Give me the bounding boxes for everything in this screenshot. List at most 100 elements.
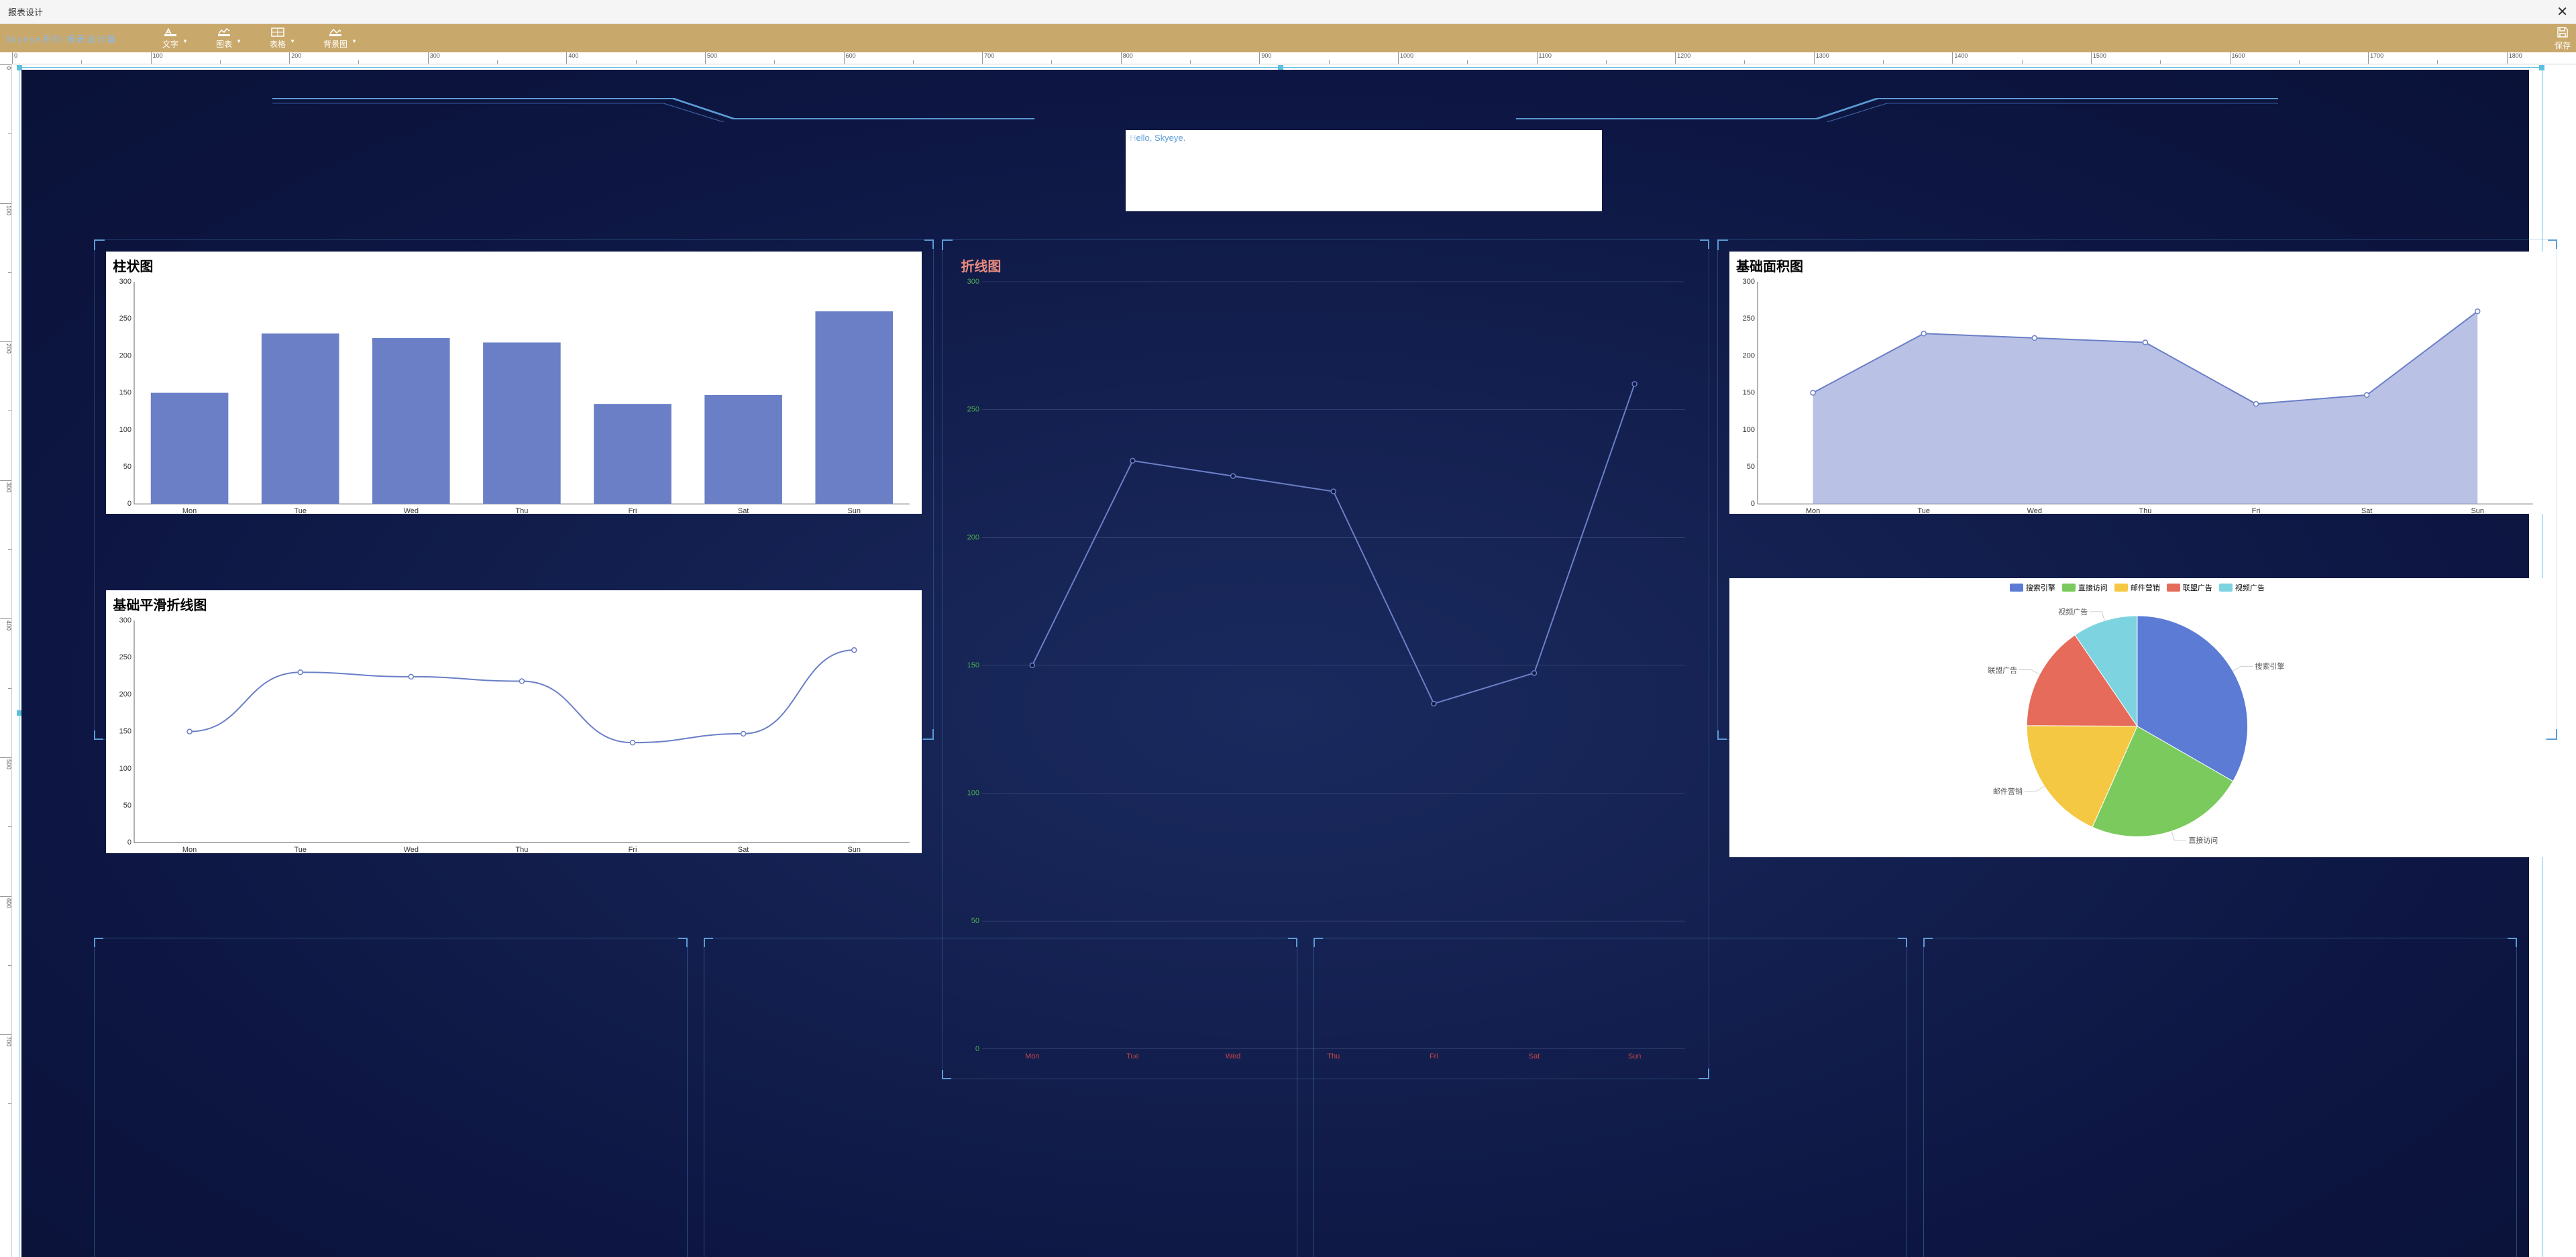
svg-text:200: 200 (119, 351, 131, 360)
text-tool-label: 文字 (162, 38, 178, 50)
svg-text:Wed: Wed (404, 846, 419, 855)
svg-text:联盟广告: 联盟广告 (1988, 666, 2017, 675)
empty-panel-slot[interactable] (1313, 938, 1907, 1257)
empty-panel-slot[interactable] (704, 938, 1297, 1257)
svg-text:300: 300 (1743, 278, 1755, 286)
chevron-down-icon: ▼ (290, 38, 295, 44)
chart-tool-button[interactable]: 图表 ▼ (211, 28, 237, 50)
svg-text:Fri: Fri (629, 846, 637, 855)
chart-tool-icon (217, 28, 231, 37)
legend-item[interactable]: 搜索引擎 (2010, 582, 2055, 593)
pie-chart-widget[interactable]: 搜索引擎直接访问邮件营销联盟广告视频广告搜索引擎直接访问邮件营销联盟广告视频广告 (1729, 578, 2545, 857)
svg-text:200: 200 (967, 533, 979, 541)
background-tool-button[interactable]: 背景图 ▼ (318, 28, 353, 50)
chart-body: 050100150200250300MonTueWedThuFriSatSun (113, 278, 915, 519)
svg-text:0: 0 (127, 500, 131, 508)
svg-text:250: 250 (1743, 315, 1755, 323)
svg-text:Sun: Sun (848, 846, 861, 855)
dashboard-background[interactable]: Hello, Skyeye. 柱状图 0 50 100 150 200 250 300 Mon Tu… (21, 70, 2529, 1257)
svg-text:100: 100 (119, 765, 131, 773)
header-decoration (272, 89, 2278, 122)
chart-title: 柱状图 (113, 256, 915, 275)
chart-body: 0 50 100 150 200 250 300 Mon Tue Wed Thu Fri Sat Sun (113, 616, 915, 858)
svg-text:Mon: Mon (1806, 507, 1820, 515)
svg-text:Wed: Wed (404, 507, 419, 515)
svg-text:直接访问: 直接访问 (2188, 836, 2218, 845)
canvas[interactable]: Hello, Skyeye. 柱状图 0 50 100 150 200 250 300 Mon Tu… (12, 64, 2576, 1257)
svg-text:50: 50 (1747, 463, 1755, 471)
svg-text:200: 200 (1743, 351, 1755, 360)
svg-text:300: 300 (119, 616, 131, 624)
pie-legend: 搜索引擎直接访问邮件营销联盟广告视频广告 (1736, 582, 2538, 593)
background-tool-label: 背景图 (323, 38, 347, 50)
chart-body: 0 50 100 150 200 250 300 Mon Tue Wed Thu Fri Sat Sun (1736, 278, 2538, 519)
svg-text:Wed: Wed (2027, 507, 2042, 515)
svg-text:Fri: Fri (629, 507, 637, 515)
titlebar: 报表设计 ✕ (0, 0, 2576, 24)
bar-chart-widget[interactable]: 柱状图050100150200250300MonTueWedThuFriSatS… (106, 252, 922, 514)
svg-text:Sat: Sat (738, 846, 749, 855)
svg-text:Tue: Tue (294, 507, 307, 515)
chart-tool-label: 图表 (216, 38, 232, 50)
svg-text:Thu: Thu (516, 507, 529, 515)
svg-text:Thu: Thu (516, 846, 529, 855)
brand-label: Skyeye系列-报表设计器 (5, 32, 117, 45)
svg-text:0: 0 (1751, 500, 1755, 508)
svg-text:Fri: Fri (2252, 507, 2261, 515)
area-chart-widget[interactable]: 基础面积图 0 50 100 150 200 250 300 Mon Tue Wed Thu Fri Sa… (1729, 252, 2545, 514)
chevron-down-icon: ▼ (352, 38, 357, 44)
svg-text:50: 50 (971, 917, 979, 925)
svg-text:Tue: Tue (294, 846, 307, 855)
svg-text:Sun: Sun (848, 507, 861, 515)
close-icon[interactable]: ✕ (2557, 3, 2568, 20)
table-tool-icon (271, 28, 284, 37)
legend-item[interactable]: 直接访问 (2062, 582, 2108, 593)
svg-text:Thu: Thu (2139, 507, 2151, 515)
empty-panel-slot[interactable] (1923, 938, 2517, 1257)
svg-text:100: 100 (967, 789, 979, 797)
svg-text:250: 250 (119, 315, 131, 323)
chart-title: 折线图 (961, 256, 1690, 275)
chevron-down-icon: ▼ (236, 38, 241, 44)
svg-text:150: 150 (119, 388, 131, 396)
svg-text:50: 50 (123, 802, 131, 810)
chevron-down-icon: ▼ (182, 38, 188, 44)
svg-text:Mon: Mon (182, 846, 197, 855)
svg-text:300: 300 (967, 278, 979, 286)
save-label: 保存 (2555, 40, 2571, 51)
svg-text:Sat: Sat (2361, 507, 2373, 515)
legend-item[interactable]: 邮件营销 (2114, 582, 2160, 593)
smooth-line-chart-widget[interactable]: 基础平滑折线图 0 50 100 150 200 250 300 Mon Tue Wed Thu Fri… (106, 590, 922, 853)
svg-text:150: 150 (119, 728, 131, 736)
svg-text:150: 150 (967, 661, 979, 669)
table-tool-label: 表格 (270, 38, 286, 50)
svg-text:100: 100 (119, 426, 131, 434)
legend-item[interactable]: 视频广告 (2219, 582, 2265, 593)
toolbar: Skyeye系列-报表设计器 文字 ▼ 图表 ▼ 表格 ▼ 背景图 ▼ 保存 (0, 24, 2576, 52)
svg-text:视频广告: 视频广告 (2058, 607, 2088, 616)
svg-text:150: 150 (1743, 388, 1755, 396)
svg-text:Tue: Tue (1917, 507, 1930, 515)
resize-handle[interactable] (2539, 65, 2544, 70)
svg-text:200: 200 (119, 691, 131, 699)
empty-panel-slot[interactable] (94, 938, 688, 1257)
save-button[interactable]: 保存 (2555, 26, 2571, 51)
svg-text:搜索引擎: 搜索引擎 (2255, 662, 2285, 671)
chart-title: 基础平滑折线图 (113, 594, 915, 614)
svg-text:Sat: Sat (738, 507, 749, 515)
svg-text:50: 50 (123, 463, 131, 471)
legend-item[interactable]: 联盟广告 (2167, 582, 2212, 593)
text-widget[interactable]: Hello, Skyeye. (1126, 130, 1602, 211)
save-icon (2557, 26, 2569, 38)
svg-text:250: 250 (967, 405, 979, 413)
svg-text:Sun: Sun (2471, 507, 2484, 515)
table-tool-button[interactable]: 表格 ▼ (264, 28, 291, 50)
chart-title: 基础面积图 (1736, 256, 2538, 275)
svg-text:100: 100 (1743, 426, 1755, 434)
ruler-horizontal: 0100200300400500600700800900100011001200… (12, 52, 2576, 64)
svg-text:0: 0 (127, 839, 131, 847)
svg-text:300: 300 (119, 278, 131, 286)
window-title: 报表设计 (8, 5, 43, 18)
text-tool-button[interactable]: 文字 ▼ (157, 28, 184, 50)
svg-text:250: 250 (119, 654, 131, 662)
